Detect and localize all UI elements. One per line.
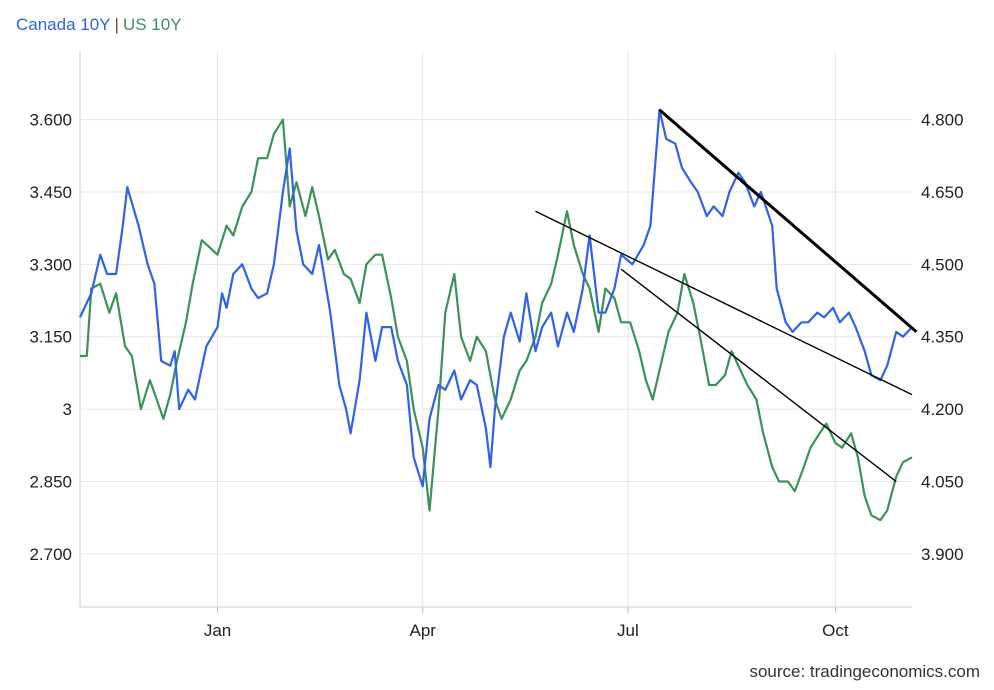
y-left-tick-label: 3.450 [29, 183, 72, 202]
trendline [620, 268, 897, 483]
y-left-tick-label: 3.150 [29, 328, 72, 347]
legend-separator: | [114, 15, 119, 34]
series-lines [79, 108, 913, 522]
x-tick-label: Jul [617, 621, 639, 640]
trendlines [535, 108, 918, 483]
y-left-tick-label: 2.850 [29, 473, 72, 492]
y-left-tick-label: 3.300 [29, 255, 72, 274]
axes: 2.700 2.850 3 3.150 3.300 3.450 3.600 3.900 4.05… [29, 52, 964, 640]
y-right-tick-label: 3.900 [921, 545, 964, 564]
y-right-tick-label: 4.350 [921, 328, 964, 347]
y-right-tick-label: 4.050 [921, 473, 964, 492]
x-tick-label: Oct [822, 621, 849, 640]
canada-10y-line [79, 108, 913, 488]
y-right-tick-label: 4.800 [921, 111, 964, 130]
trendline [658, 108, 918, 334]
y-right-tick-label: 4.200 [921, 400, 964, 419]
y-right-tick-label: 4.500 [921, 255, 964, 274]
y-left-tick-label: 2.700 [29, 545, 72, 564]
x-tick-label: Jan [204, 621, 231, 640]
source-credit[interactable]: source: tradingeconomics.com [749, 662, 980, 681]
y-right-tick-label: 4.650 [921, 183, 964, 202]
y-left-tick-label: 3 [63, 400, 72, 419]
y-left-tick-label: 3.600 [29, 111, 72, 130]
chart-legend: Canada 10Y | US 10Y [16, 15, 182, 35]
us-10y-line [80, 118, 913, 522]
x-tick-label: Apr [409, 621, 436, 640]
grid [80, 52, 912, 607]
trendline [535, 210, 913, 396]
legend-us-10y[interactable]: US 10Y [122, 15, 182, 34]
legend-canada-10y[interactable]: Canada 10Y [16, 15, 111, 34]
